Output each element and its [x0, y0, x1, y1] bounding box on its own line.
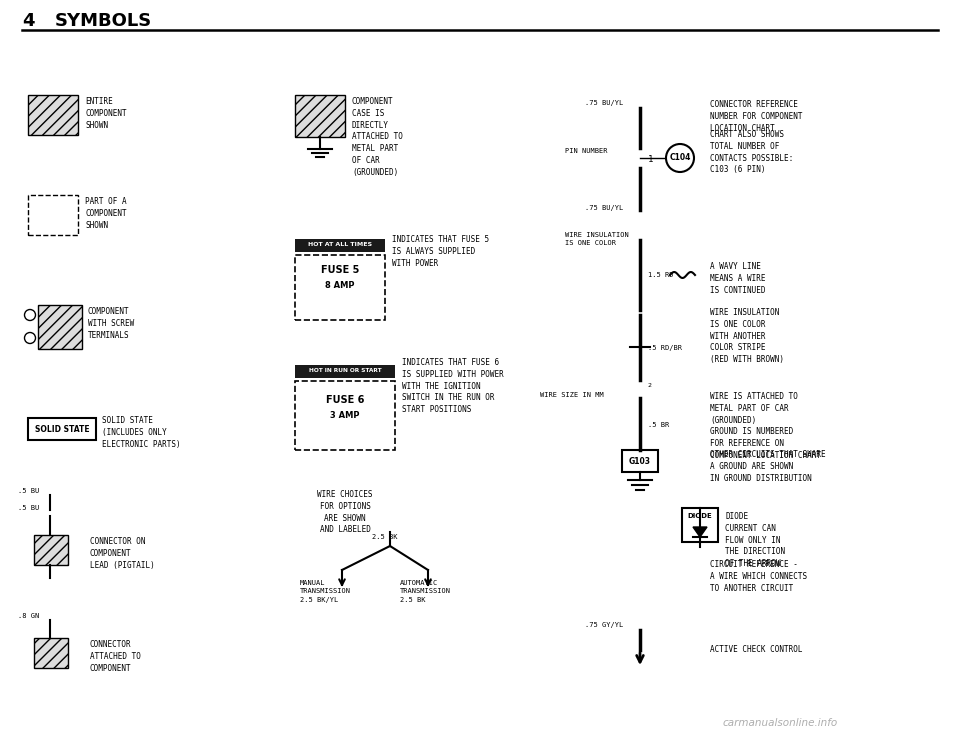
Bar: [28, 418, 96, 440]
Text: .5 BU: .5 BU: [18, 505, 39, 511]
Text: 2.5 BK: 2.5 BK: [400, 597, 425, 603]
Text: COMPONENT
WITH SCREW
TERMINALS: COMPONENT WITH SCREW TERMINALS: [88, 307, 134, 339]
Text: 4: 4: [22, 12, 35, 30]
Text: C104: C104: [669, 154, 690, 163]
Text: DIODE
CURRENT CAN
FLOW ONLY IN
THE DIRECTION
OF THE ARROW: DIODE CURRENT CAN FLOW ONLY IN THE DIREC…: [725, 512, 785, 568]
Bar: [295, 381, 395, 450]
Text: ENTIRE
COMPONENT
SHOWN: ENTIRE COMPONENT SHOWN: [85, 97, 127, 130]
Circle shape: [25, 333, 36, 343]
Text: SOLID STATE: SOLID STATE: [35, 424, 89, 433]
Text: PART OF A
COMPONENT
SHOWN: PART OF A COMPONENT SHOWN: [85, 197, 127, 230]
Text: CIRCUIT REFERENCE -
A WIRE WHICH CONNECTS
TO ANOTHER CIRCUIT: CIRCUIT REFERENCE - A WIRE WHICH CONNECT…: [710, 560, 807, 592]
Text: ACTIVE CHECK CONTROL: ACTIVE CHECK CONTROL: [710, 645, 803, 654]
Text: CHART ALSO SHOWS
TOTAL NUMBER OF
CONTACTS POSSIBLE:
C103 (6 PIN): CHART ALSO SHOWS TOTAL NUMBER OF CONTACT…: [710, 130, 793, 175]
Text: DIODE: DIODE: [687, 513, 712, 519]
Text: WIRE IS ATTACHED TO
METAL PART OF CAR
(GROUNDED)
GROUND IS NUMBERED
FOR REFERENC: WIRE IS ATTACHED TO METAL PART OF CAR (G…: [710, 392, 821, 460]
Text: CONNECTOR ON
COMPONENT
LEAD (PIGTAIL): CONNECTOR ON COMPONENT LEAD (PIGTAIL): [90, 537, 155, 570]
Text: WIRE SIZE IN MM: WIRE SIZE IN MM: [540, 392, 604, 398]
Text: .5 BR: .5 BR: [648, 422, 669, 428]
Text: HOT IN RUN OR START: HOT IN RUN OR START: [309, 369, 381, 374]
Text: FUSE 6: FUSE 6: [325, 395, 364, 405]
Bar: [34, 535, 68, 565]
Bar: [28, 95, 78, 135]
Text: 3 AMP: 3 AMP: [330, 412, 360, 421]
Bar: [34, 638, 68, 668]
Text: AUTOMATIC
TRANSMISSION: AUTOMATIC TRANSMISSION: [400, 580, 451, 594]
Text: .75 GY/YL: .75 GY/YL: [585, 622, 623, 628]
Text: COMPONENT
CASE IS
DIRECTLY
ATTACHED TO
METAL PART
OF CAR
(GROUNDED): COMPONENT CASE IS DIRECTLY ATTACHED TO M…: [352, 97, 403, 177]
Text: .5 BU: .5 BU: [18, 488, 39, 494]
Text: CONNECTOR
ATTACHED TO
COMPONENT: CONNECTOR ATTACHED TO COMPONENT: [90, 640, 141, 673]
Text: INDICATES THAT FUSE 6
IS SUPPLIED WITH POWER
WITH THE IGNITION
SWITCH IN THE RUN: INDICATES THAT FUSE 6 IS SUPPLIED WITH P…: [402, 358, 504, 414]
Text: FUSE 5: FUSE 5: [321, 265, 359, 275]
Text: 1.5 RD: 1.5 RD: [648, 272, 674, 278]
Bar: [295, 365, 395, 378]
Text: MANUAL
TRANSMISSION: MANUAL TRANSMISSION: [300, 580, 351, 594]
Text: carmanualsonline.info: carmanualsonline.info: [722, 718, 838, 728]
Text: 2.5 BK/YL: 2.5 BK/YL: [300, 597, 338, 603]
Text: HOT AT ALL TIMES: HOT AT ALL TIMES: [308, 242, 372, 248]
Text: WIRE CHOICES
FOR OPTIONS
ARE SHOWN
AND LABELED: WIRE CHOICES FOR OPTIONS ARE SHOWN AND L…: [317, 490, 372, 534]
Bar: [682, 508, 718, 542]
Circle shape: [25, 310, 36, 321]
Text: 2: 2: [648, 383, 652, 388]
Text: .75 BU/YL: .75 BU/YL: [585, 205, 623, 211]
Bar: [295, 95, 345, 137]
Text: .8 GN: .8 GN: [18, 613, 39, 619]
Bar: [38, 305, 82, 349]
Polygon shape: [693, 527, 707, 537]
Bar: [28, 195, 78, 235]
Text: OTHER CIRCUITS THAT SHARE
A GROUND ARE SHOWN
IN GROUND DISTRIBUTION: OTHER CIRCUITS THAT SHARE A GROUND ARE S…: [710, 450, 826, 483]
Text: .5 RD/BR: .5 RD/BR: [648, 345, 682, 351]
Text: 1: 1: [648, 155, 654, 164]
Text: SOLID STATE
(INCLUDES ONLY
ELECTRONIC PARTS): SOLID STATE (INCLUDES ONLY ELECTRONIC PA…: [102, 416, 180, 448]
Text: INDICATES THAT FUSE 5
IS ALWAYS SUPPLIED
WITH POWER: INDICATES THAT FUSE 5 IS ALWAYS SUPPLIED…: [392, 235, 490, 268]
Text: 2.5 BK: 2.5 BK: [372, 534, 397, 540]
Circle shape: [666, 144, 694, 172]
Text: CONNECTOR REFERENCE
NUMBER FOR COMPONENT
LOCATION CHART: CONNECTOR REFERENCE NUMBER FOR COMPONENT…: [710, 100, 803, 133]
Text: 8 AMP: 8 AMP: [325, 280, 355, 289]
Text: SYMBOLS: SYMBOLS: [55, 12, 153, 30]
Bar: [295, 255, 385, 320]
Text: G103: G103: [629, 457, 651, 466]
Text: PIN NUMBER: PIN NUMBER: [565, 148, 608, 154]
Bar: [622, 450, 658, 472]
Text: WIRE INSULATION
IS ONE COLOR: WIRE INSULATION IS ONE COLOR: [565, 232, 629, 246]
Text: WIRE INSULATION
IS ONE COLOR
WITH ANOTHER
COLOR STRIPE
(RED WITH BROWN): WIRE INSULATION IS ONE COLOR WITH ANOTHE…: [710, 308, 784, 364]
Bar: [295, 239, 385, 252]
Text: .75 BU/YL: .75 BU/YL: [585, 100, 623, 106]
Text: A WAVY LINE
MEANS A WIRE
IS CONTINUED: A WAVY LINE MEANS A WIRE IS CONTINUED: [710, 262, 765, 295]
